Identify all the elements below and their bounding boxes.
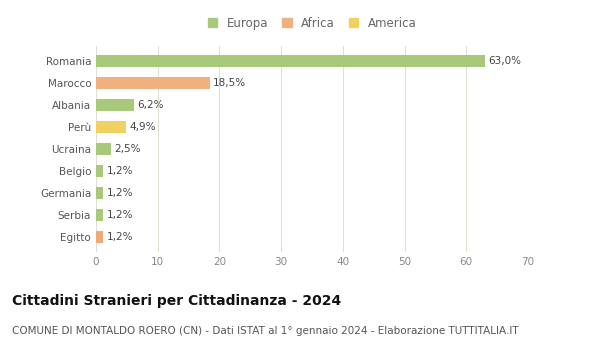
Text: 6,2%: 6,2%: [137, 100, 164, 110]
Bar: [96, 164, 103, 177]
Text: 1,2%: 1,2%: [106, 166, 133, 176]
Text: 18,5%: 18,5%: [213, 78, 247, 88]
Bar: [96, 55, 485, 67]
Bar: [96, 143, 112, 155]
Legend: Europa, Africa, America: Europa, Africa, America: [205, 14, 419, 32]
Text: 1,2%: 1,2%: [106, 188, 133, 198]
Text: 1,2%: 1,2%: [106, 232, 133, 242]
Text: COMUNE DI MONTALDO ROERO (CN) - Dati ISTAT al 1° gennaio 2024 - Elaborazione TUT: COMUNE DI MONTALDO ROERO (CN) - Dati IST…: [12, 326, 518, 336]
Text: 2,5%: 2,5%: [115, 144, 141, 154]
Bar: [96, 187, 103, 199]
Bar: [96, 99, 134, 111]
Text: Cittadini Stranieri per Cittadinanza - 2024: Cittadini Stranieri per Cittadinanza - 2…: [12, 294, 341, 308]
Text: 1,2%: 1,2%: [106, 210, 133, 219]
Bar: [96, 209, 103, 220]
Bar: [96, 231, 103, 243]
Bar: [96, 77, 210, 89]
Bar: [96, 121, 126, 133]
Text: 63,0%: 63,0%: [488, 56, 521, 66]
Text: 4,9%: 4,9%: [130, 122, 156, 132]
